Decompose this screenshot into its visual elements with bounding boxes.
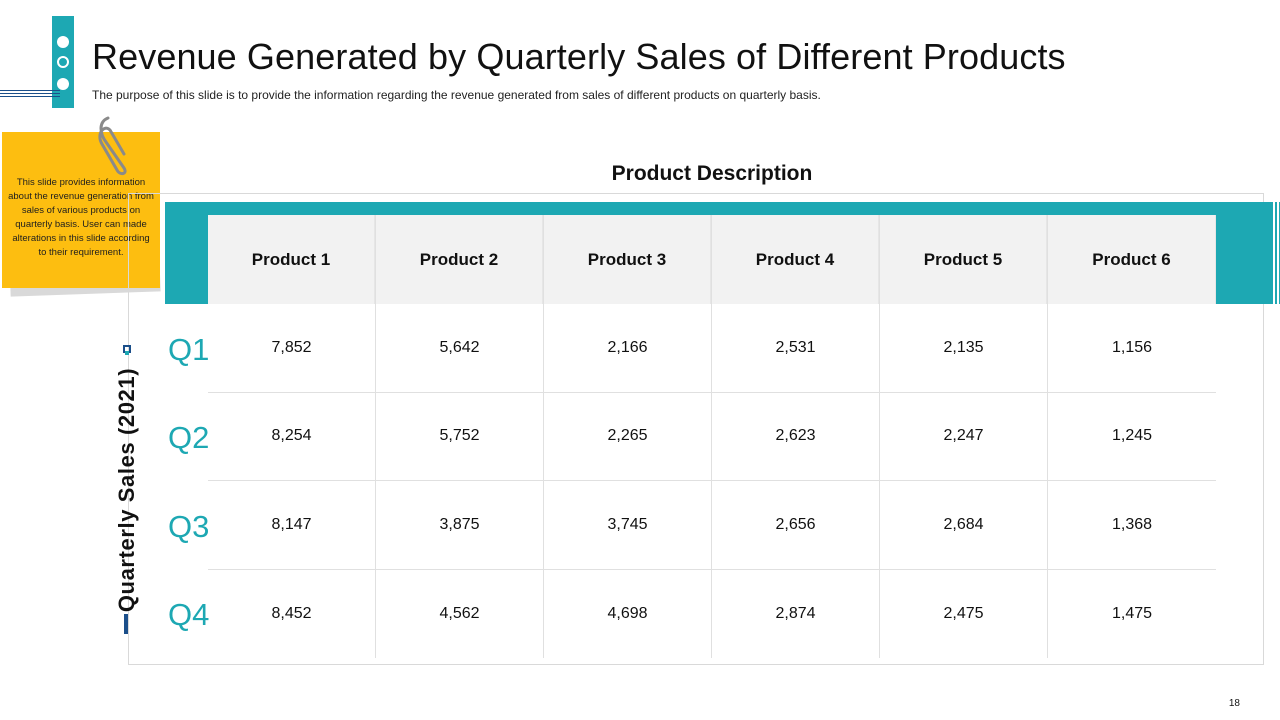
table-column: Product 3 2,166 2,265 3,745 4,698 xyxy=(544,215,712,658)
table-cell: 2,531 xyxy=(712,304,879,393)
table-frame xyxy=(128,193,1264,665)
table-cell: 1,156 xyxy=(1048,304,1216,393)
dot-icon xyxy=(57,36,69,48)
table-cell: 1,368 xyxy=(1048,481,1216,570)
table-cell: 3,875 xyxy=(376,481,543,570)
table-cell: 7,852 xyxy=(208,304,375,393)
dot-icon xyxy=(57,78,69,90)
page-subtitle: The purpose of this slide is to provide … xyxy=(92,88,821,102)
page-title: Revenue Generated by Quarterly Sales of … xyxy=(92,36,1066,77)
table-column: Product 6 1,156 1,245 1,368 1,475 xyxy=(1048,215,1216,658)
table-cell: 2,475 xyxy=(943,604,984,622)
column-header: Product 6 xyxy=(1048,215,1216,304)
table-cell: 1,475 xyxy=(1111,604,1153,622)
table-cell: 8,147 xyxy=(208,481,375,570)
sticky-note: This slide provides information about th… xyxy=(2,132,160,288)
row-label-q1: Q1 xyxy=(168,332,210,367)
table-cell: 2,656 xyxy=(712,481,879,570)
title-accent-bar xyxy=(52,16,74,108)
table-cell: 5,642 xyxy=(376,304,543,393)
table-cell: 1,245 xyxy=(1048,393,1216,481)
axis-marker-icon xyxy=(123,345,131,355)
table-column: Product 2 5,642 5,752 3,875 4,562 xyxy=(376,215,544,658)
column-header: Product 3 xyxy=(544,215,711,304)
table-cell: 2,135 xyxy=(880,304,1047,393)
row-axis-label: Quarterly Sales (2021) xyxy=(114,367,139,613)
header-band-edge xyxy=(1275,202,1277,304)
table-cell: 2,684 xyxy=(880,481,1047,570)
table-cell: 4,562 xyxy=(439,604,480,622)
revenue-table: Product 1 7,852 8,254 8,147 8,452 Produc… xyxy=(208,215,1216,658)
slide-number: 18 xyxy=(1228,698,1240,709)
row-label-q3: Q3 xyxy=(168,509,210,544)
axis-marker xyxy=(124,614,128,634)
table-cell: 2,874 xyxy=(775,604,816,622)
table-heading: Product Description xyxy=(560,162,864,186)
table-cell: 8,452 xyxy=(271,604,312,622)
column-header: Product 4 xyxy=(712,215,879,304)
sticky-note-text: This slide provides information about th… xyxy=(8,177,154,258)
row-label-q2: Q2 xyxy=(168,420,210,455)
paperclip-icon xyxy=(98,116,127,176)
table-cell: 2,265 xyxy=(544,393,711,481)
column-header: Product 2 xyxy=(376,215,543,304)
table-column: Product 1 7,852 8,254 8,147 8,452 xyxy=(208,215,376,658)
column-header: Product 1 xyxy=(208,215,375,304)
table-cell: 8,254 xyxy=(208,393,375,481)
table-column: Product 5 2,135 2,247 2,684 2,475 xyxy=(880,215,1048,658)
row-label-q4: Q4 xyxy=(168,597,210,632)
table-cell: 2,166 xyxy=(544,304,711,393)
table-cell: 2,623 xyxy=(712,393,879,481)
table-cell: 3,745 xyxy=(544,481,711,570)
ring-icon xyxy=(57,56,69,68)
column-header: Product 5 xyxy=(880,215,1047,304)
table-cell: 5,752 xyxy=(376,393,543,481)
table-cell: 4,698 xyxy=(607,604,648,622)
table-column: Product 4 2,531 2,623 2,656 2,874 xyxy=(712,215,880,658)
table-cell: 2,247 xyxy=(880,393,1047,481)
decorative-lines xyxy=(0,90,60,99)
